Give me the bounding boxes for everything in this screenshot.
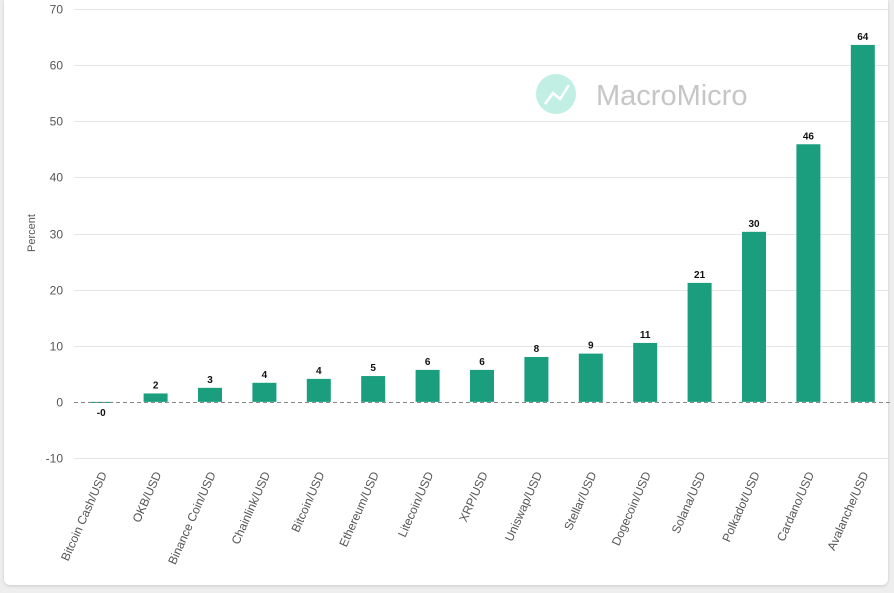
bar — [143, 393, 168, 402]
watermark: MacroMicro — [536, 74, 747, 114]
bar — [633, 342, 658, 402]
x-tick-label: Uniswap/USD — [502, 469, 545, 543]
data-label: 4 — [316, 366, 322, 377]
bar — [796, 144, 821, 402]
y-tick-label: 60 — [50, 59, 64, 73]
x-tick-label: Binance Coin/USD — [165, 469, 219, 566]
x-tick-label: Bitcoin Cash/USD — [58, 469, 110, 563]
y-tick-label: 30 — [50, 228, 64, 242]
y-tick-label: -10 — [46, 452, 64, 466]
bar — [306, 378, 331, 402]
data-label: 6 — [479, 357, 485, 368]
x-tick-label: Stellar/USD — [561, 469, 599, 532]
y-tick-label: 0 — [56, 396, 63, 410]
y-tick-label: 50 — [50, 115, 64, 129]
watermark-text: MacroMicro — [596, 80, 747, 112]
data-label: 4 — [262, 370, 268, 381]
data-label: 2 — [153, 380, 159, 391]
bar — [850, 44, 875, 402]
x-tick-label: Polkadot/USD — [719, 469, 763, 544]
bar — [361, 376, 386, 402]
bar — [524, 356, 549, 402]
y-tick-label: 10 — [50, 340, 64, 354]
bar — [470, 369, 494, 402]
y-tick-label: 40 — [50, 171, 64, 185]
data-label: 3 — [207, 375, 213, 386]
x-tick-label: Ethereum/USD — [336, 469, 382, 549]
chart-card: -10 0 10 20 30 40 50 60 70 MacroMicro -0 2 3 4 4 5 6 6 8… — [4, 0, 890, 585]
data-label: 8 — [534, 344, 540, 355]
data-label: 11 — [640, 330, 651, 341]
bar — [252, 382, 277, 402]
bar — [742, 231, 766, 402]
logo-chart-line — [543, 84, 571, 105]
x-tick-label: Avalanche/USD — [824, 469, 871, 552]
x-tick-label: Bitcoin/USD — [288, 469, 327, 534]
x-tick-label: XRP/USD — [456, 469, 491, 524]
data-label: 5 — [370, 363, 376, 374]
data-label: -0 — [97, 408, 106, 419]
data-labels: -0 2 3 4 4 5 6 6 8 9 11 21 30 46 64 — [97, 32, 869, 419]
data-label: 6 — [425, 357, 431, 368]
data-label: 46 — [803, 131, 815, 142]
x-tick-label: Solana/USD — [669, 469, 709, 535]
bar — [578, 353, 603, 402]
bars — [89, 44, 875, 403]
bar — [89, 401, 114, 403]
data-label: 30 — [748, 219, 760, 230]
bar — [687, 282, 712, 402]
y-tick-label: 20 — [50, 284, 64, 298]
x-tick-label: Litecoin/USD — [395, 469, 436, 539]
bar — [198, 387, 222, 402]
x-tick-label: Cardano/USD — [774, 469, 817, 543]
x-tick-label: Chainlink/USD — [229, 469, 274, 546]
data-label: 9 — [588, 341, 594, 352]
data-label: 21 — [694, 270, 706, 281]
bar-chart: -10 0 10 20 30 40 50 60 70 MacroMicro -0 2 3 4 4 5 6 6 8… — [26, 3, 890, 567]
y-axis-label: Percent — [26, 214, 38, 252]
x-tick-label: OKB/USD — [130, 469, 165, 524]
grid-lines — [74, 9, 890, 459]
x-tick-label: Dogecoin/USD — [609, 469, 654, 548]
x-axis-labels: Bitcoin Cash/USD OKB/USD Binance Coin/USD C… — [58, 469, 872, 566]
y-tick-label: 70 — [50, 3, 64, 17]
bar — [415, 369, 440, 402]
data-label: 64 — [857, 32, 869, 43]
y-axis-ticks: -10 0 10 20 30 40 50 60 70 — [46, 3, 64, 466]
